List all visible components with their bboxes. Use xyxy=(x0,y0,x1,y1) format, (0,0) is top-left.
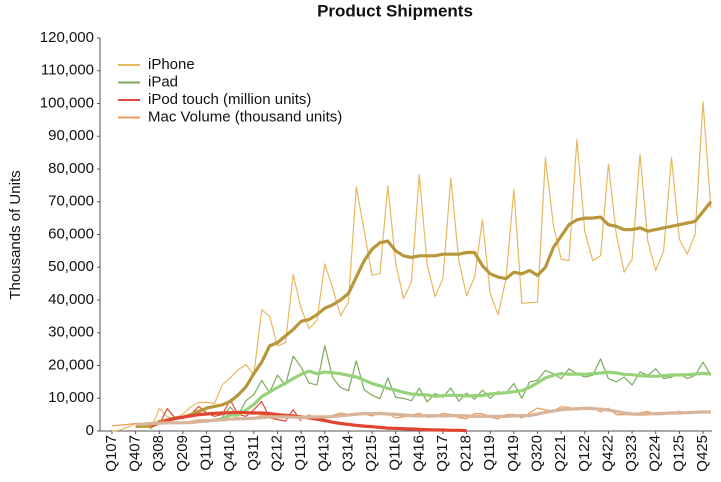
x-tick-label: Q311 xyxy=(245,435,262,471)
x-tick-label: Q320 xyxy=(528,435,545,472)
y-tick-label: 60,000 xyxy=(48,225,94,242)
x-tick-label: Q308 xyxy=(150,435,167,472)
x-tick-label: Q116 xyxy=(387,435,404,471)
x-tick-label: Q425 xyxy=(694,435,711,472)
y-tick-label: 100,000 xyxy=(40,94,94,111)
y-tick-label: 30,000 xyxy=(48,324,94,341)
y-axis-label: Thousands of Units xyxy=(7,170,24,299)
legend-label: Mac Volume (thousand units) xyxy=(148,108,342,125)
x-tick-label: Q422 xyxy=(599,435,616,472)
y-tick-label: 10,000 xyxy=(48,389,94,406)
legend-label: iPhone xyxy=(148,56,195,73)
x-tick-label: Q221 xyxy=(552,435,569,472)
x-tick-label: Q314 xyxy=(339,435,356,472)
x-tick-label: Q323 xyxy=(623,435,640,472)
y-tick-label: 90,000 xyxy=(48,127,94,144)
legend-label: iPad xyxy=(148,73,178,90)
x-tick-label: Q317 xyxy=(434,435,451,472)
x-tick-label: Q419 xyxy=(505,435,522,472)
x-tick-label: Q110 xyxy=(198,435,215,471)
x-tick-label: Q107 xyxy=(103,435,120,472)
legend-label: iPod touch (million units) xyxy=(148,91,311,108)
y-tick-label: 120,000 xyxy=(40,29,94,46)
x-tick-label: Q413 xyxy=(316,435,333,472)
x-tick-label: Q125 xyxy=(670,435,687,472)
x-tick-label: Q119 xyxy=(481,435,498,471)
x-tick-label: Q416 xyxy=(410,435,427,472)
y-tick-label: 110,000 xyxy=(41,62,94,79)
x-tick-label: Q215 xyxy=(363,435,380,472)
x-tick-label: Q407 xyxy=(127,435,144,472)
x-tick-label: Q212 xyxy=(268,435,285,472)
x-tick-label: Q209 xyxy=(174,435,191,472)
y-tick-label: 70,000 xyxy=(48,193,94,210)
x-tick-label: Q113 xyxy=(292,435,309,471)
y-tick-label: 50,000 xyxy=(48,258,94,275)
chart-title: Product Shipments xyxy=(317,1,473,20)
series-line xyxy=(135,406,711,426)
y-tick-label: 20,000 xyxy=(48,356,94,373)
y-tick-label: 40,000 xyxy=(48,291,94,308)
series-line xyxy=(111,101,712,432)
y-tick-label: 80,000 xyxy=(48,160,94,177)
series-line xyxy=(214,369,712,422)
x-tick-label: Q224 xyxy=(647,435,664,472)
x-tick-label: Q410 xyxy=(221,435,238,472)
y-tick-label: 0 xyxy=(86,422,94,439)
series-line xyxy=(135,200,713,428)
x-tick-label: Q122 xyxy=(576,435,593,472)
x-tick-label: Q218 xyxy=(458,435,475,472)
